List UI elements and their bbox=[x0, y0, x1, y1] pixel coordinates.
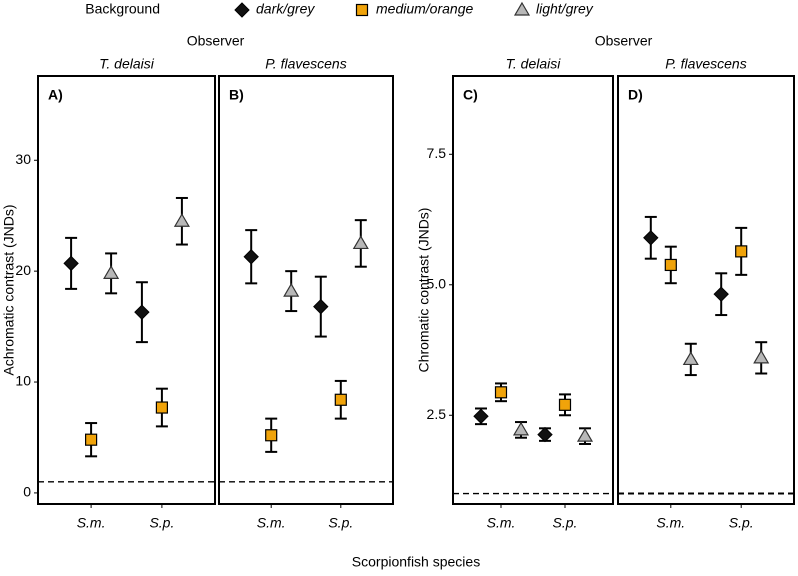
legend-marker bbox=[355, 3, 369, 17]
point-marker bbox=[494, 386, 508, 399]
y-axis-title: Chromatic contrast (JNDs) bbox=[416, 208, 432, 373]
y-tick-label: 2.5 bbox=[427, 406, 447, 422]
point-marker bbox=[313, 298, 329, 315]
legend-marker bbox=[234, 2, 250, 18]
y-tick-label: 0 bbox=[23, 484, 31, 500]
legend-label: light/grey bbox=[536, 1, 594, 17]
point-marker bbox=[473, 408, 489, 425]
facet-title: T. delaisi bbox=[506, 56, 562, 72]
point-marker bbox=[713, 286, 729, 302]
point-marker bbox=[576, 427, 594, 442]
point-marker bbox=[84, 433, 98, 446]
x-axis-title: Scorpionfish species bbox=[352, 554, 480, 570]
facet-title: T. delaisi bbox=[99, 56, 155, 72]
point-marker bbox=[753, 349, 770, 364]
point-marker bbox=[134, 304, 150, 320]
legend-label: dark/grey bbox=[256, 1, 315, 17]
panel-frame bbox=[452, 75, 614, 505]
x-tick-label: S.p. bbox=[328, 515, 353, 531]
legend-label: medium/orange bbox=[376, 1, 473, 17]
y-tick-label: 5.0 bbox=[427, 275, 447, 291]
x-tick-label: S.m. bbox=[77, 515, 106, 531]
x-tick-label: S.p. bbox=[149, 515, 174, 531]
point-marker bbox=[512, 421, 530, 436]
group-label: Observer bbox=[595, 33, 653, 49]
legend-marker bbox=[513, 1, 531, 16]
point-marker bbox=[664, 258, 677, 272]
group-label: Observer bbox=[187, 33, 245, 49]
point-marker bbox=[155, 401, 168, 414]
x-tick-label: S.m. bbox=[656, 515, 685, 531]
y-axis-title: Achromatic contrast (JNDs) bbox=[1, 204, 17, 375]
y-tick-label: 7.5 bbox=[427, 145, 447, 161]
panel-label: B) bbox=[229, 87, 244, 103]
panel-frame bbox=[218, 75, 394, 505]
point-marker bbox=[735, 245, 748, 258]
y-tick-label: 30 bbox=[15, 151, 31, 167]
point-marker bbox=[682, 351, 699, 366]
point-marker bbox=[558, 398, 572, 411]
facet-title: P. flavescens bbox=[665, 56, 746, 72]
y-tick-label: 10 bbox=[15, 373, 31, 389]
point-marker bbox=[537, 426, 553, 443]
facet-title: P. flavescens bbox=[265, 56, 346, 72]
point-marker bbox=[334, 393, 347, 406]
point-marker bbox=[243, 249, 259, 265]
y-tick-label: 20 bbox=[15, 262, 31, 278]
point-marker bbox=[352, 235, 369, 250]
point-marker bbox=[283, 282, 300, 297]
panel-label: A) bbox=[48, 87, 63, 103]
point-marker bbox=[63, 255, 79, 272]
legend-title: Background bbox=[85, 1, 160, 17]
x-tick-label: S.p. bbox=[729, 515, 754, 531]
point-marker bbox=[173, 213, 190, 227]
x-tick-label: S.p. bbox=[553, 515, 578, 531]
panel-frame bbox=[617, 75, 795, 505]
x-tick-label: S.m. bbox=[487, 515, 516, 531]
panel-label: C) bbox=[463, 87, 478, 103]
point-marker bbox=[103, 265, 120, 279]
panel-frame bbox=[37, 75, 216, 505]
point-marker bbox=[265, 429, 278, 442]
x-tick-label: S.m. bbox=[257, 515, 286, 531]
panel-label: D) bbox=[628, 87, 643, 103]
point-marker bbox=[643, 230, 659, 246]
